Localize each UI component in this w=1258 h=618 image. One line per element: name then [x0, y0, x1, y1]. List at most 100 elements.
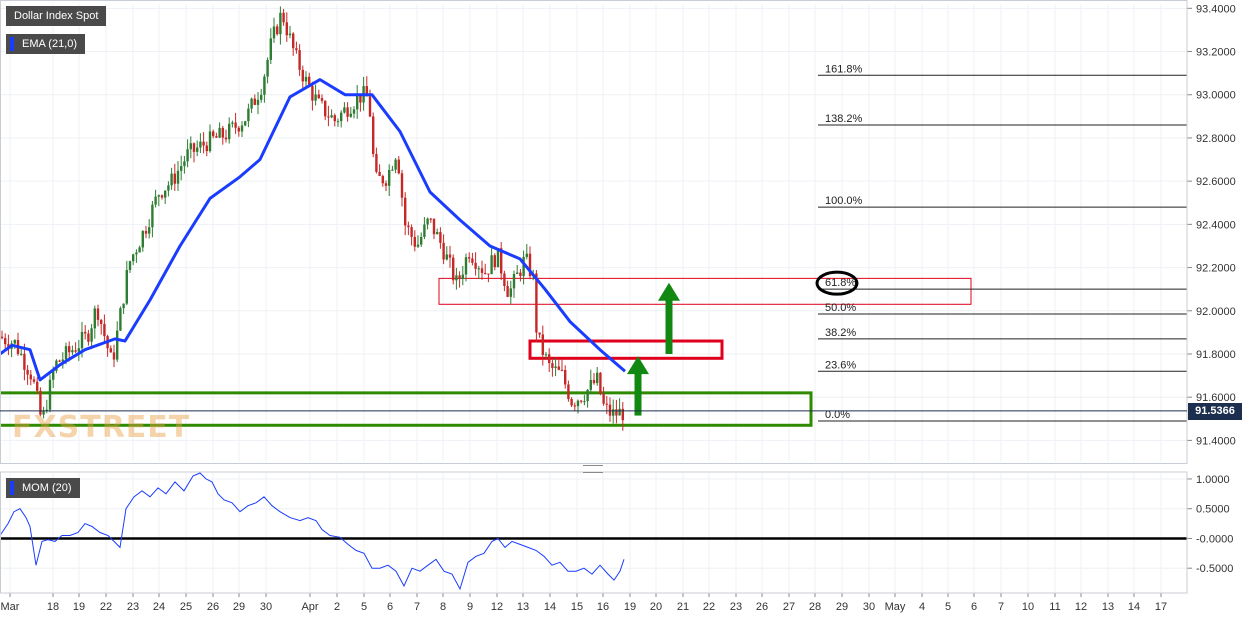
pane-resize-handle[interactable] [583, 465, 603, 473]
candle-body [154, 196, 157, 205]
price-tick-label-2: 93.0000 [1196, 90, 1236, 102]
candle-body [410, 227, 413, 237]
time-tick-label-30: 29 [836, 601, 848, 613]
candle-body [135, 252, 138, 255]
time-tick-label-27: 26 [756, 601, 768, 613]
time-tick-label-0: Mar [1, 601, 20, 613]
chart-title: Dollar Index Spot [14, 10, 99, 22]
candle-body [298, 50, 301, 70]
time-tick-label-32: May [885, 601, 906, 613]
candle-body [615, 409, 618, 416]
fib-label-3: 61.8% [825, 277, 856, 289]
time-tick-label-5: 24 [153, 601, 165, 613]
candle-body [554, 366, 557, 369]
momentum-legend-tag[interactable]: MOM (20) [6, 478, 80, 498]
candle-body [282, 12, 285, 23]
candle-body [503, 273, 506, 286]
candle-body [4, 338, 7, 345]
candle-body [375, 153, 378, 172]
time-tick-label-39: 12 [1075, 601, 1087, 613]
candle-body [272, 26, 276, 39]
current-price: 91.5366 [1195, 405, 1235, 417]
candle-body [132, 254, 135, 262]
candle-body [596, 372, 599, 384]
candle-body [452, 257, 455, 281]
candle-body [26, 369, 29, 375]
candle-body [23, 353, 26, 370]
candle-body [500, 248, 503, 274]
candle-body [279, 12, 282, 35]
arrow-up-large [658, 282, 680, 354]
candle-body [480, 268, 484, 273]
candle-body [519, 272, 522, 277]
candle-body [448, 254, 452, 258]
candle-body [71, 350, 74, 353]
candle-body [151, 204, 154, 228]
time-tick-label-7: 26 [207, 601, 219, 613]
candle-body [212, 131, 215, 137]
time-tick-label-26: 23 [730, 601, 742, 613]
candle-body [103, 323, 106, 337]
candle-body [413, 236, 416, 247]
candle-body [618, 408, 621, 416]
candle-body [84, 331, 87, 334]
candle-body [237, 127, 240, 132]
candle-body [292, 33, 295, 49]
candle-body [180, 166, 183, 171]
time-tick-label-6: 25 [180, 601, 192, 613]
watermark-logo: FXSTREET [12, 410, 190, 445]
candle-body [381, 175, 384, 184]
candle-body [48, 379, 52, 410]
candle-body [157, 195, 160, 197]
candle-body [548, 354, 551, 364]
price-axis[interactable]: 93.4000 93.2000 93.0000 92.8000 92.6000 92.40… [1187, 3, 1236, 447]
candle-body [119, 308, 122, 331]
arrow-up-large-shaft [665, 298, 673, 354]
time-tick-label-23: 20 [650, 601, 662, 613]
candle-body [477, 268, 480, 270]
candle-body [170, 173, 173, 186]
time-tick-label-40: 13 [1102, 601, 1114, 613]
ema-legend-tag[interactable]: EMA (21,0) [6, 34, 86, 54]
momentum-pane-border [0, 471, 1188, 594]
candle-body [221, 127, 224, 138]
time-tick-label-14: 7 [414, 601, 420, 613]
highlight-zones [0, 277, 972, 427]
candle-body [263, 76, 266, 95]
candle-body [349, 113, 352, 117]
candle-body [260, 94, 263, 100]
candle-body [423, 224, 426, 237]
candle-body [442, 242, 445, 260]
price-tick-label-7: 92.0000 [1196, 306, 1236, 318]
candle-body [509, 288, 512, 297]
candle-body [122, 303, 125, 309]
candle-body [346, 107, 349, 117]
arrow-up-large-head [658, 282, 680, 301]
candle-body [304, 76, 308, 82]
momentum-axis[interactable]: 1.0000 0.5000 -0.0000 -0.5000 [1187, 474, 1233, 575]
candle-body [388, 170, 391, 186]
candle-body [256, 99, 260, 105]
time-axis[interactable]: Mar 18 19 22 23 24 25 26 29 30 Apr 2 5 6 7 8 9 12 13 14 15 16… [1, 593, 1168, 613]
ema-21-line [0, 78, 626, 382]
candle-body [544, 354, 548, 356]
candle-body [327, 116, 330, 118]
time-tick-label-3: 22 [100, 601, 112, 613]
candle-body [528, 253, 532, 277]
time-tick-label-2: 19 [73, 601, 85, 613]
time-tick-label-33: 4 [919, 601, 925, 613]
momentum-legend-label: MOM (20) [22, 482, 72, 494]
time-tick-label-4: 23 [127, 601, 139, 613]
candle-body [490, 255, 493, 275]
momentum-tick-label-2: -0.0000 [1196, 533, 1233, 545]
candle-body [208, 131, 212, 152]
fib-label-1: 138.2% [825, 113, 863, 125]
candle-body [93, 308, 96, 329]
candle-body [218, 127, 221, 138]
candle-body [68, 346, 71, 353]
fib-label-0: 161.8% [825, 63, 863, 75]
candle-body [144, 231, 148, 234]
candle-body [311, 85, 314, 101]
candle-body [343, 107, 346, 113]
time-tick-label-24: 21 [677, 601, 689, 613]
